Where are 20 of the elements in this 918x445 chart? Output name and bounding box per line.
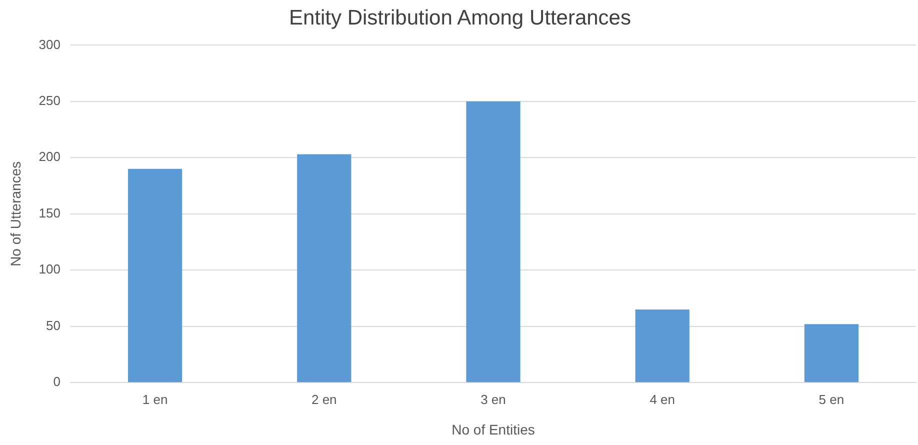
y-tick-label: 50 bbox=[46, 318, 60, 333]
y-tick-label: 300 bbox=[38, 36, 60, 52]
y-tick-label: 150 bbox=[38, 205, 60, 220]
y-tick-label: 0 bbox=[53, 374, 60, 390]
y-axis-title: No of Utterances bbox=[7, 161, 24, 266]
bar bbox=[128, 168, 182, 382]
y-tick-label: 250 bbox=[38, 93, 60, 108]
x-tick-label: 1 en bbox=[142, 392, 168, 407]
chart-title: Entity Distribution Among Utterances bbox=[289, 6, 631, 30]
y-tick-label: 100 bbox=[38, 262, 60, 277]
x-tick-label: 5 en bbox=[818, 392, 844, 407]
x-tick-label: 4 en bbox=[650, 392, 676, 407]
bar bbox=[804, 324, 859, 382]
x-axis-title: No of Entities bbox=[452, 421, 535, 438]
bar bbox=[635, 309, 690, 382]
x-tick-label: 2 en bbox=[311, 392, 337, 407]
x-tick-label: 3 en bbox=[480, 392, 506, 407]
y-tick-label: 200 bbox=[38, 149, 60, 164]
bar bbox=[297, 154, 352, 382]
bar bbox=[466, 101, 520, 382]
